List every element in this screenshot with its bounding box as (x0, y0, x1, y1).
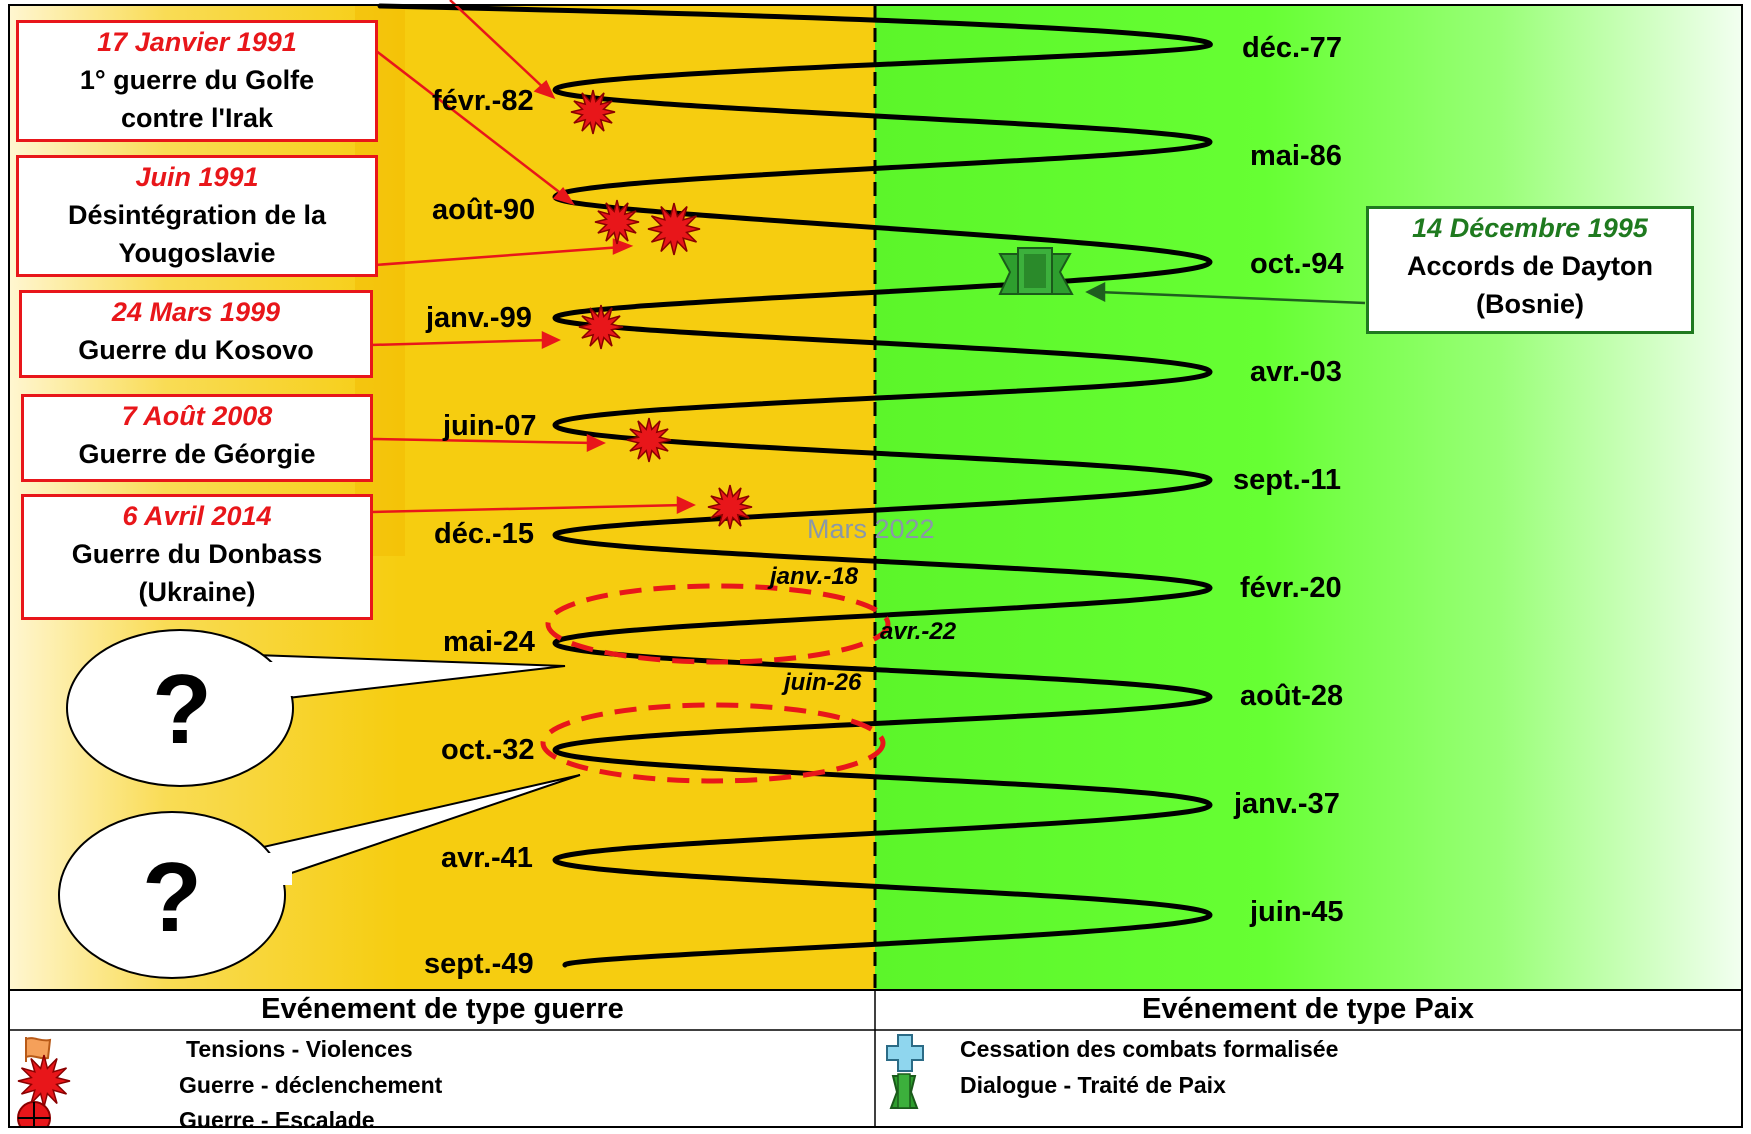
event-title: contre l'Irak (121, 103, 273, 133)
explosion-icon (647, 202, 701, 256)
legend-item-escalade: Guerre - Escalade (179, 1107, 375, 1133)
event-title: Guerre du Donbass (71, 539, 323, 569)
event-box-gulf-war: 17 Janvier 1991 1° guerre du Golfe contr… (16, 20, 378, 142)
event-arrows (369, 0, 696, 514)
left-date-label: août-90 (432, 194, 536, 226)
crosshair-icon (17, 1101, 51, 1128)
event-box-yugoslavia: Juin 1991 Désintégration de la Yougoslav… (16, 155, 378, 277)
event-date: 17 Janvier 1991 (97, 27, 297, 57)
event-date: Juin 1991 (135, 162, 259, 192)
event-title: Yougoslavie (118, 238, 276, 268)
event-date: 6 Avril 2014 (122, 501, 272, 531)
event-box-kosovo: 24 Mars 1999 Guerre du Kosovo (19, 290, 373, 378)
right-date-label: août-28 (1240, 680, 1344, 712)
time-spiral (377, 3, 1213, 968)
event-title: (Ukraine) (138, 577, 256, 607)
right-date-label: janv.-37 (1234, 788, 1340, 820)
inner-date-label: janv.-18 (770, 563, 859, 590)
explosion-icon (578, 304, 624, 350)
right-date-label: déc.-77 (1242, 32, 1342, 64)
event-title: Désintégration de la (67, 200, 327, 230)
explosion-icon (594, 199, 640, 245)
event-title: (Bosnie) (1476, 289, 1584, 319)
inner-date-label: avr.-22 (880, 618, 957, 645)
legend-war-title: Evénement de type guerre (261, 993, 624, 1025)
left-date-label: janv.-99 (426, 302, 532, 334)
event-title: Guerre du Kosovo (78, 335, 314, 365)
peace-arrow (1085, 281, 1366, 305)
explosion-icon (707, 484, 753, 530)
question-mark: ? (142, 842, 202, 952)
left-date-label: févr.-82 (432, 85, 534, 117)
left-date-label: déc.-15 (434, 518, 534, 550)
callout-bubble-1 (66, 629, 294, 787)
right-date-label: oct.-94 (1250, 248, 1344, 280)
right-date-label: févr.-20 (1240, 572, 1342, 604)
cross-icon (886, 1034, 924, 1072)
inner-date-label: juin-26 (784, 669, 862, 696)
legend-peace-title: Evénement de type Paix (1141, 993, 1475, 1025)
current-date-marker: Mars 2022 (807, 514, 935, 544)
future-cycle-ellipse-2 (540, 702, 886, 784)
legend-item-tensions: Tensions - Violences (186, 1036, 413, 1062)
right-date-label: sept.-11 (1233, 464, 1341, 496)
event-title: Guerre de Géorgie (78, 439, 316, 469)
left-date-label: oct.-32 (441, 734, 535, 766)
peace-treaty-icon (998, 247, 1074, 295)
event-date: 14 Décembre 1995 (1412, 213, 1648, 243)
event-title: Accords de Dayton (1406, 251, 1654, 281)
legend-item-cessation: Cessation des combats formalisée (960, 1036, 1339, 1062)
left-date-label: avr.-41 (441, 842, 533, 874)
future-cycle-ellipse-1 (545, 583, 891, 665)
callout-bubble-2 (58, 811, 286, 979)
question-mark: ? (152, 654, 212, 764)
right-date-label: mai-86 (1250, 140, 1342, 172)
event-box-georgia: 7 Août 2008 Guerre de Géorgie (21, 394, 373, 482)
event-box-dayton: 14 Décembre 1995 Accords de Dayton (Bosn… (1366, 206, 1694, 334)
event-title: 1° guerre du Golfe (79, 65, 315, 95)
explosion-icon (570, 89, 616, 135)
right-date-label: avr.-03 (1250, 356, 1342, 388)
peace-treaty-icon (889, 1073, 919, 1109)
event-date: 7 Août 2008 (121, 401, 273, 431)
legend-item-dialogue: Dialogue - Traité de Paix (960, 1072, 1226, 1098)
event-box-donbass: 6 Avril 2014 Guerre du Donbass (Ukraine) (21, 494, 373, 620)
explosion-icon (626, 417, 672, 463)
legend-item-declenchement: Guerre - déclenchement (179, 1072, 443, 1098)
left-date-label: mai-24 (443, 626, 535, 658)
left-date-label: sept.-49 (424, 948, 534, 980)
event-date: 24 Mars 1999 (111, 297, 281, 327)
left-date-label: juin-07 (443, 410, 537, 442)
right-date-label: juin-45 (1250, 896, 1344, 928)
